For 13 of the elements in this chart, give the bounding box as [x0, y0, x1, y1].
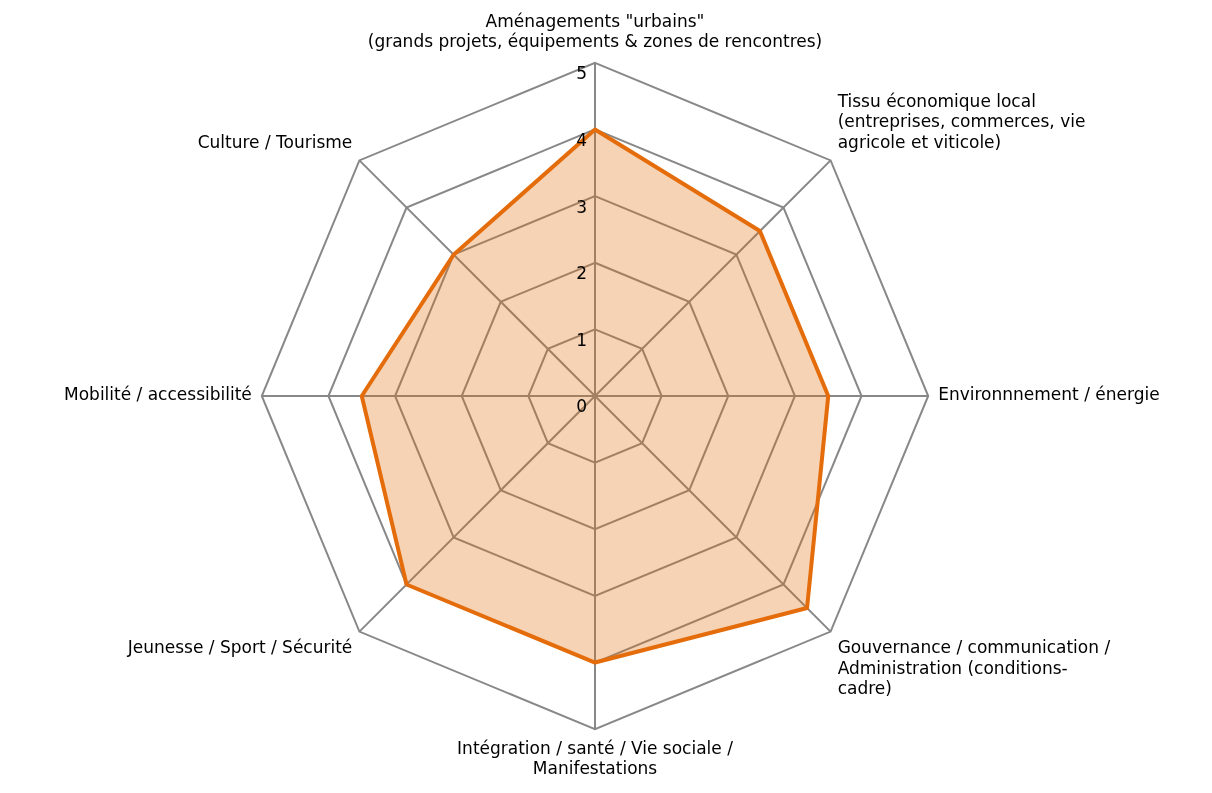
spoke-label: Environnnement / énergie	[938, 384, 1160, 405]
spoke-label: Intégration / santé / Vie sociale / Manifestations	[457, 737, 734, 779]
y-tick-label: 3	[576, 196, 587, 217]
spoke-label: Aménagements "urbains" (grands projets, équipements & zones de rencontres)	[367, 10, 823, 52]
spoke-label: Culture / Tourisme	[197, 131, 353, 152]
y-tick-label: 0	[576, 396, 587, 417]
spoke-label: Jeunesse / Sport / Sécurité	[126, 637, 353, 658]
y-tick-label: 2	[576, 263, 587, 284]
spoke-label: Gouvernance / communication / Administration (conditions- cadre)	[837, 637, 1111, 699]
spoke-label: Mobilité / accessibilité	[64, 384, 252, 405]
spoke-label: Tissu économique local (entreprises, commerces, vie agricole et viticole)	[836, 90, 1086, 152]
y-tick-label: 1	[576, 329, 587, 350]
y-tick-label: 5	[576, 63, 587, 84]
